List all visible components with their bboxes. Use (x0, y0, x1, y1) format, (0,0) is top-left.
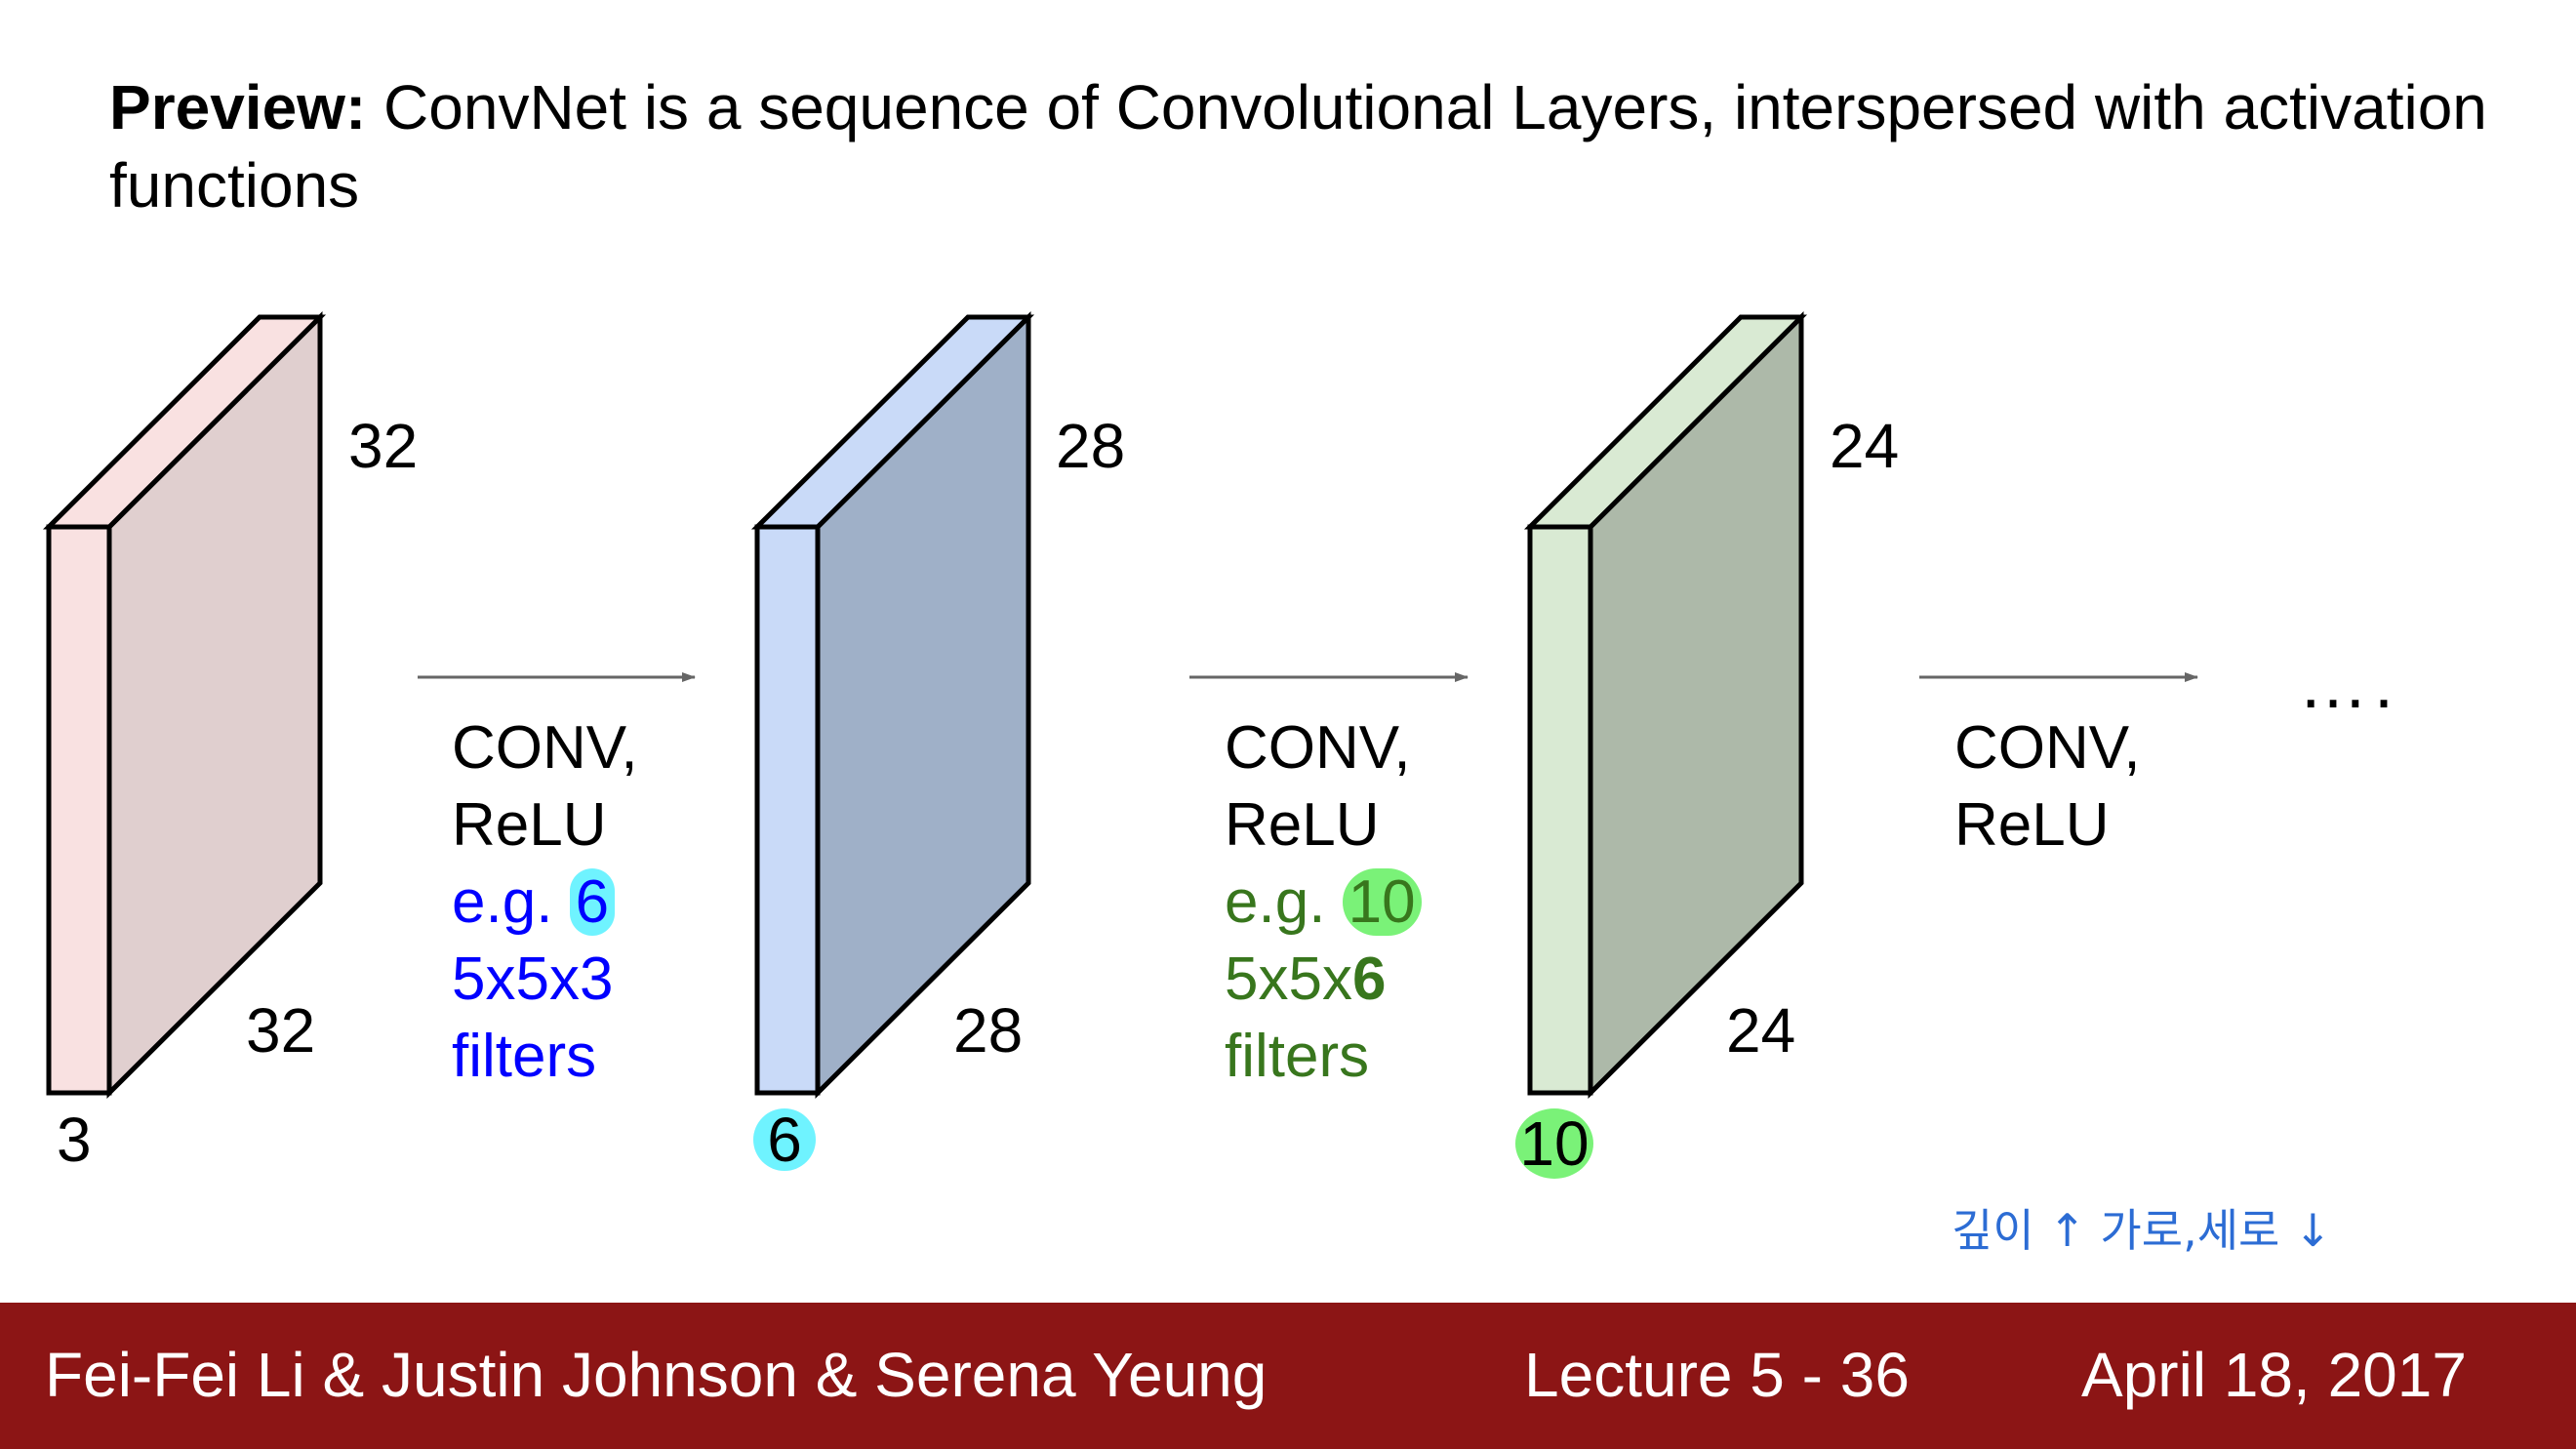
op1-line2: ReLU (452, 791, 607, 859)
op2-line1: CONV, (1225, 714, 1411, 782)
slide-title: Preview: ConvNet is a sequence of Convol… (109, 68, 2510, 224)
input-depth-label: 3 (57, 1105, 92, 1175)
op2-filter-size: 5x5x6 (1225, 946, 1387, 1013)
operation-1: CONV, ReLU e.g. 6 5x5x3 filters (452, 709, 638, 1095)
conv2-volume (1523, 310, 1808, 1100)
op1-count-highlight: 6 (569, 868, 616, 936)
input-width-label: 32 (246, 995, 316, 1066)
operation-3: CONV, ReLU (1954, 709, 2141, 864)
conv1-depth-highlight: 6 (753, 1108, 816, 1171)
conv2-width-label: 24 (1726, 995, 1796, 1066)
handwritten-note: 깊이 ↑ 가로,세로 ↓ (1952, 1204, 2332, 1257)
conv1-depth-label: 6 (753, 1108, 816, 1171)
conv2-depth-highlight: 10 (1515, 1108, 1593, 1179)
operation-2: CONV, ReLU e.g. 10 5x5x6 filters (1225, 709, 1422, 1095)
conv2-volume-front (1527, 524, 1593, 1096)
conv2-height-label: 24 (1830, 411, 1900, 481)
op3-line2: ReLU (1954, 791, 2110, 859)
input-height-label: 32 (348, 411, 419, 481)
conv1-volume (750, 310, 1035, 1100)
footer-lecture: Lecture 5 - 36 (1524, 1340, 1910, 1410)
op2-count-highlight: 10 (1342, 868, 1422, 936)
op2-eg: e.g. 10 (1225, 864, 1422, 941)
input-volume-front (46, 524, 112, 1096)
op2-filters: filters (1225, 1023, 1370, 1090)
title-bold: Preview: (109, 72, 367, 142)
op1-filter-size: 5x5x3 (452, 946, 614, 1013)
input-volume (42, 310, 327, 1100)
conv1-height-label: 28 (1056, 411, 1126, 481)
op2-line2: ReLU (1225, 791, 1380, 859)
conv2-depth-label: 10 (1515, 1108, 1593, 1179)
op1-filters: filters (452, 1023, 597, 1090)
op1-eg: e.g. 6 (452, 864, 638, 941)
conv1-width-label: 28 (953, 995, 1024, 1066)
footer-bar: Fei-Fei Li & Justin Johnson & Serena Yeu… (0, 1303, 2576, 1449)
footer-date: April 18, 2017 (2081, 1340, 2467, 1410)
op1-line1: CONV, (452, 714, 638, 782)
conv1-volume-front (754, 524, 821, 1096)
ellipsis: …. (2298, 645, 2400, 723)
footer-authors: Fei-Fei Li & Justin Johnson & Serena Yeu… (45, 1340, 1268, 1410)
op3-line1: CONV, (1954, 714, 2141, 782)
title-text: ConvNet is a sequence of Convolutional L… (109, 72, 2487, 221)
